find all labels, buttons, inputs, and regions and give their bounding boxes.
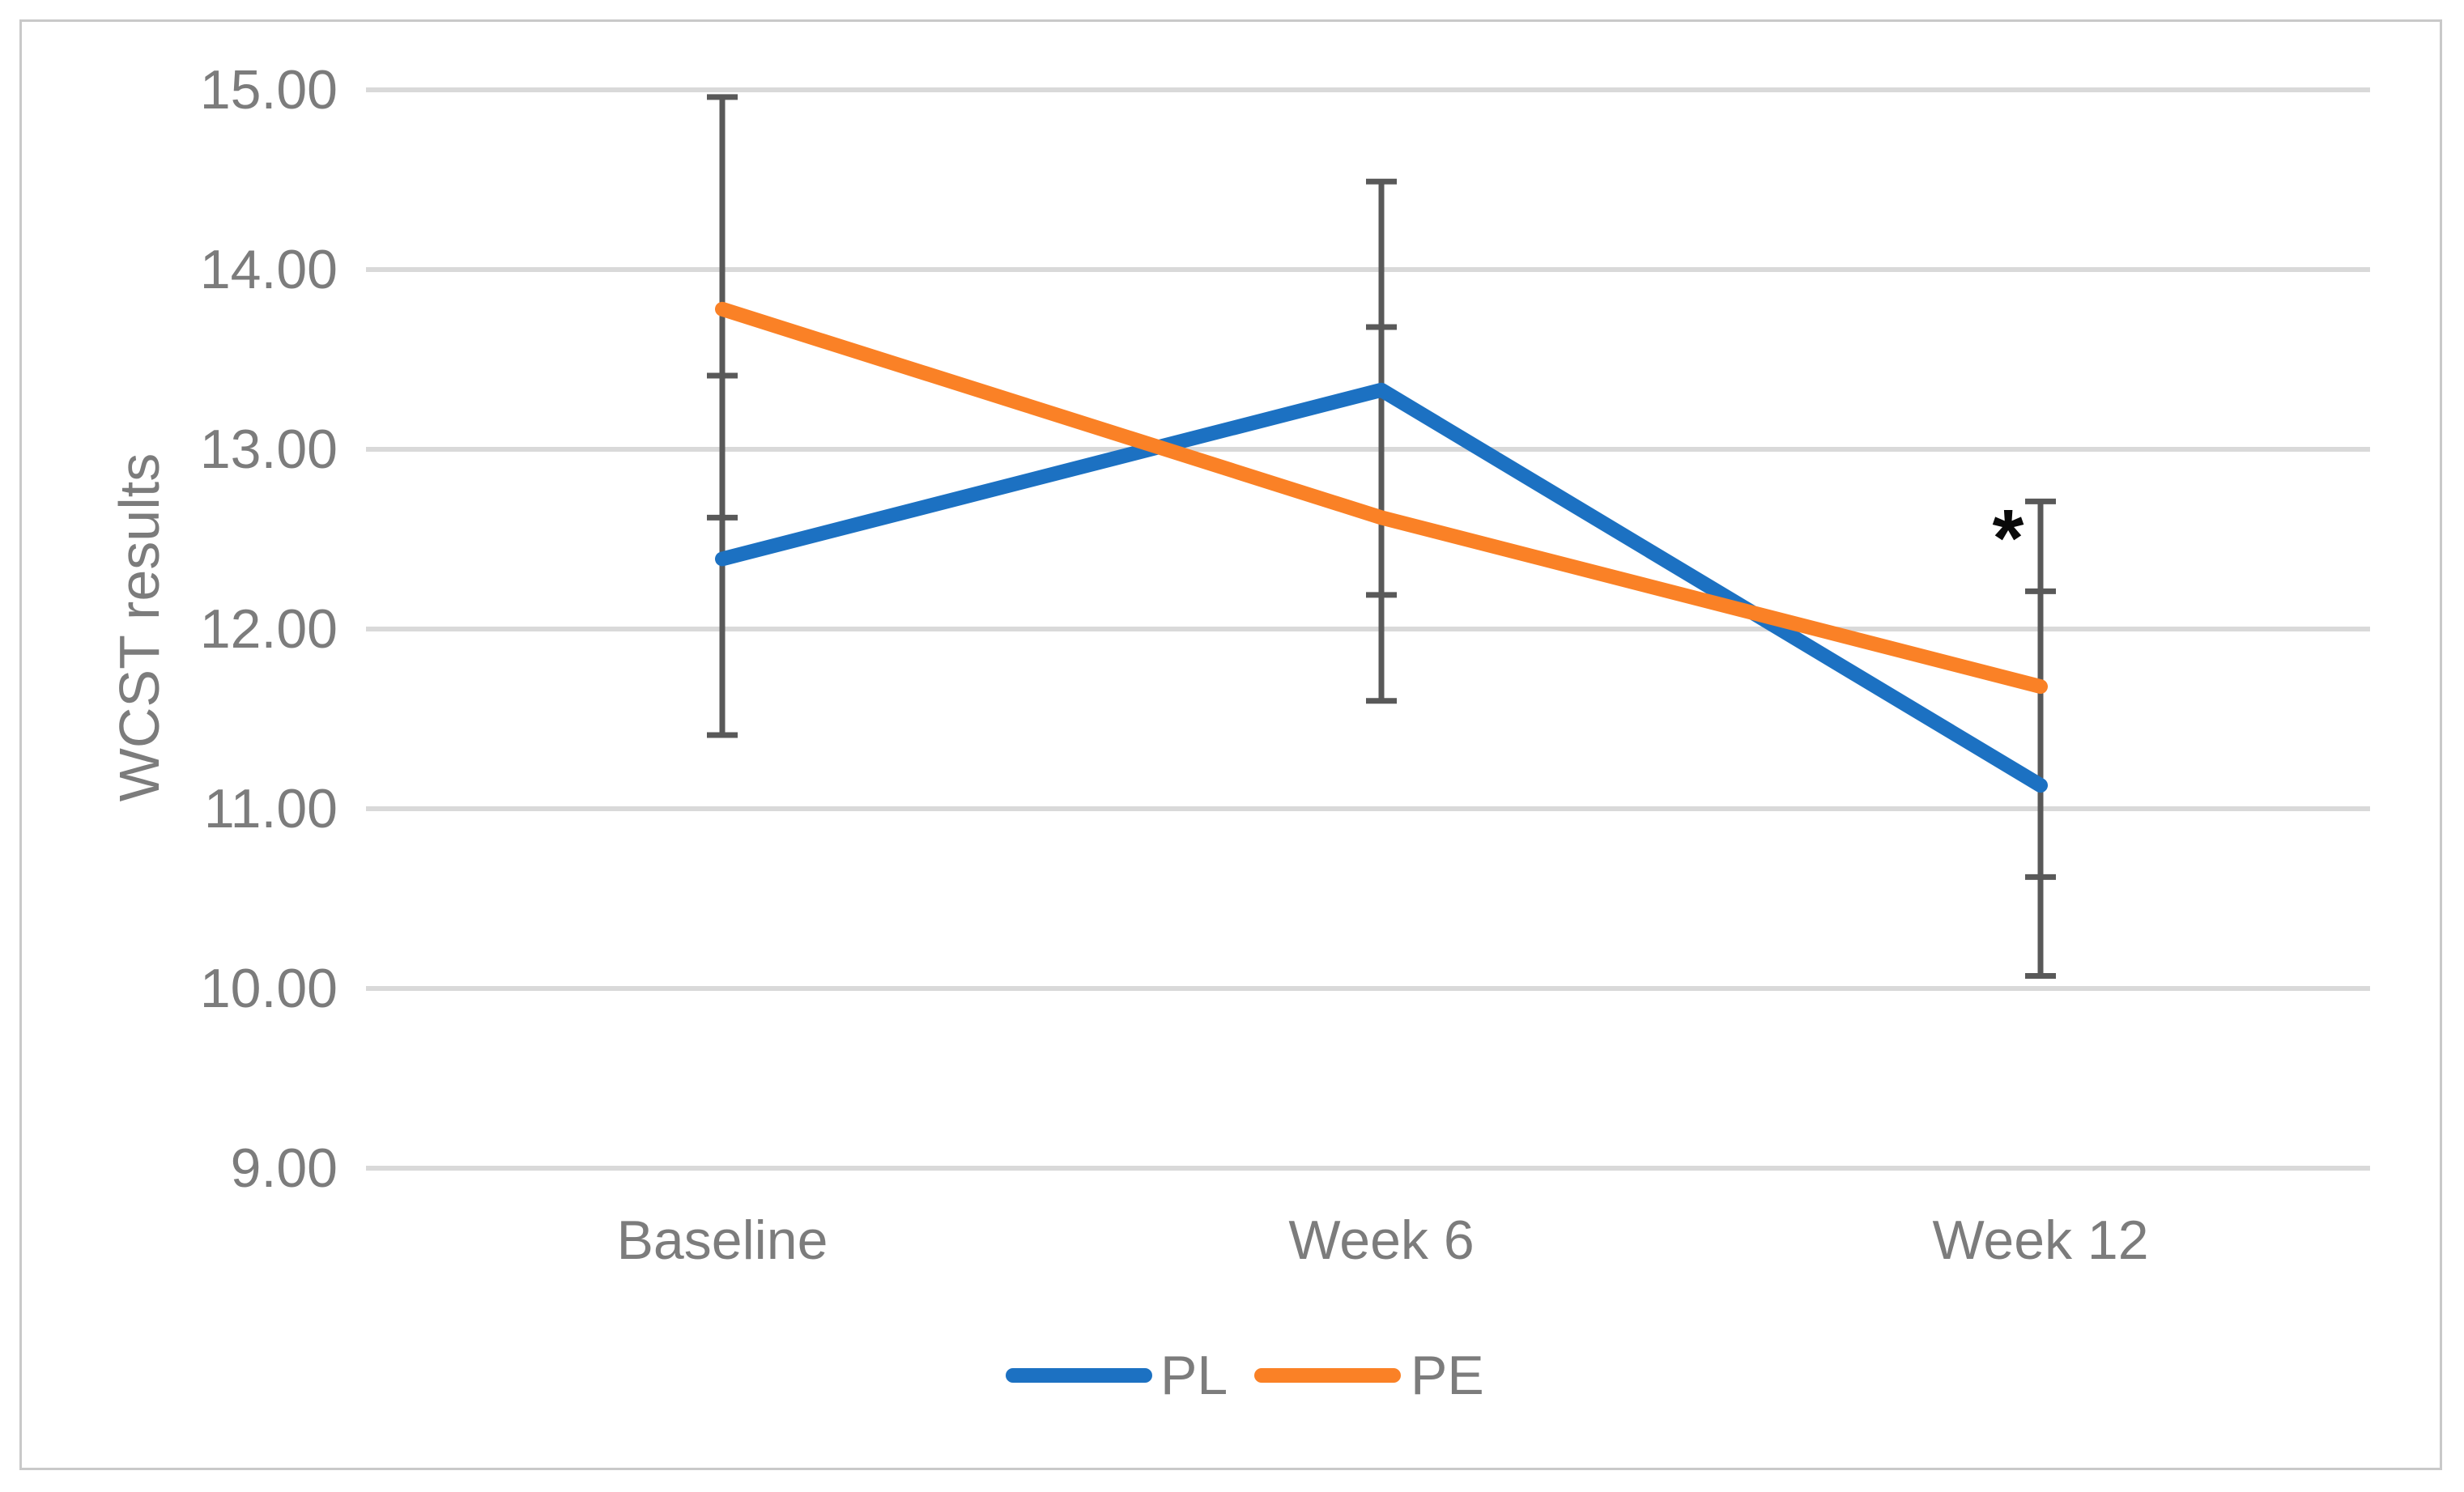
series-line-pe xyxy=(715,301,2048,695)
legend-swatch-pe xyxy=(1254,1368,1401,1383)
significance-asterisk: * xyxy=(1992,492,2024,584)
legend-label-pe: PE xyxy=(1411,1345,1484,1406)
figure-border xyxy=(19,19,2442,1470)
y-tick-label: 10.00 xyxy=(199,958,338,1019)
series-line-pl xyxy=(715,382,2048,793)
x-axis-label: Week 12 xyxy=(1932,1209,2149,1271)
legend-swatch-pl xyxy=(1006,1368,1152,1383)
legend-label-pl: PL xyxy=(1160,1345,1228,1406)
y-tick-label: 12.00 xyxy=(199,598,338,660)
y-tick-label: 14.00 xyxy=(199,239,338,300)
x-axis-label: Week 6 xyxy=(1288,1209,1475,1271)
y-tick-label: 9.00 xyxy=(230,1137,338,1199)
y-tick-label: 11.00 xyxy=(203,778,338,840)
x-axis-label: Baseline xyxy=(616,1209,828,1271)
y-tick-label: 13.00 xyxy=(199,419,338,480)
y-tick-label: 15.00 xyxy=(199,59,338,121)
